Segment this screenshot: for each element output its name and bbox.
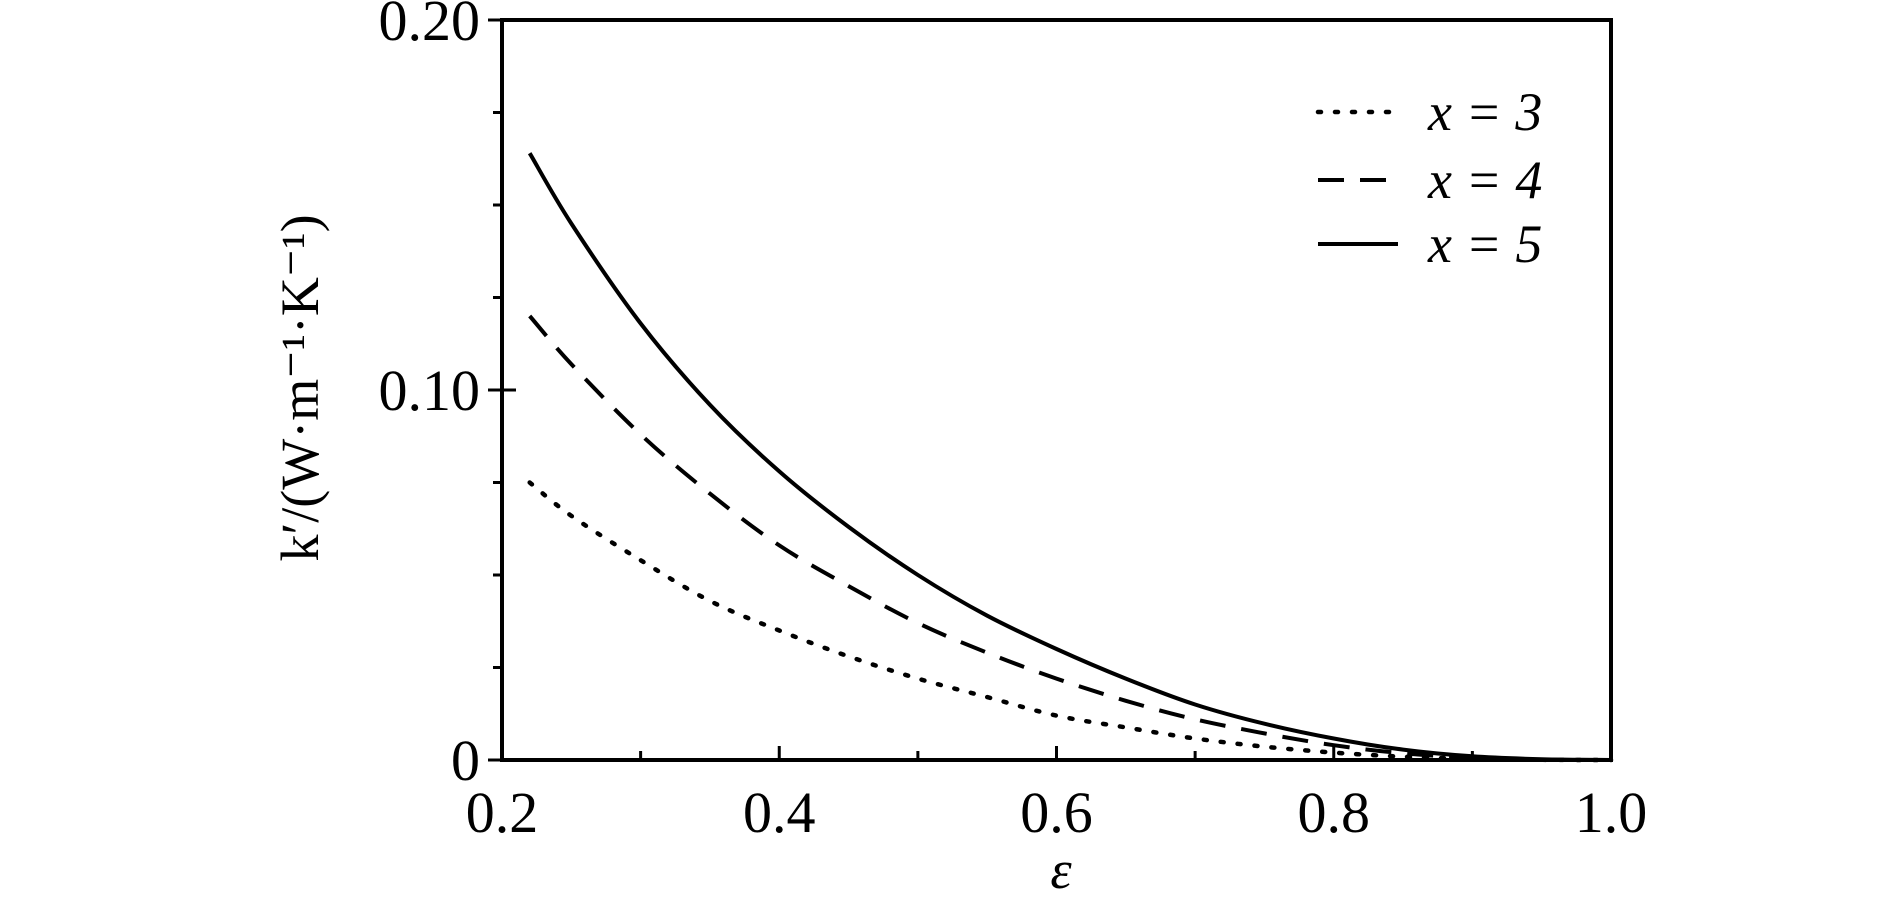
axis-tick-labels: 0.2 0.4 0.6 0.8 1.0 0 0.10 0.20 (379, 0, 1648, 845)
y-axis-label: k′/(W·m⁻¹·K⁻¹) (270, 214, 330, 561)
series-line-2 (528, 314, 1612, 762)
legend-label-3: x = 5 (1427, 214, 1542, 274)
legend-label-1: x = 3 (1427, 82, 1542, 142)
series-curves (527, 152, 1614, 763)
legend: x = 3 x = 4x = 5 (1315, 82, 1542, 274)
legend-label-2: x = 4 (1427, 150, 1542, 210)
y-tick-label: 0 (451, 728, 480, 793)
x-axis-label: ε (1050, 840, 1072, 898)
series-line-1 (527, 480, 1614, 763)
y-tick-label: 0.10 (379, 358, 481, 423)
x-tick-label: 0.6 (1020, 780, 1093, 845)
x-tick-label: 1.0 (1575, 780, 1648, 845)
axis-ticks (488, 18, 1613, 762)
series-line-3 (527, 152, 1612, 762)
x-tick-label: 0.8 (1298, 780, 1371, 845)
x-tick-label: 0.4 (743, 780, 816, 845)
y-tick-label: 0.20 (379, 0, 481, 53)
x-tick-label: 0.2 (466, 780, 539, 845)
